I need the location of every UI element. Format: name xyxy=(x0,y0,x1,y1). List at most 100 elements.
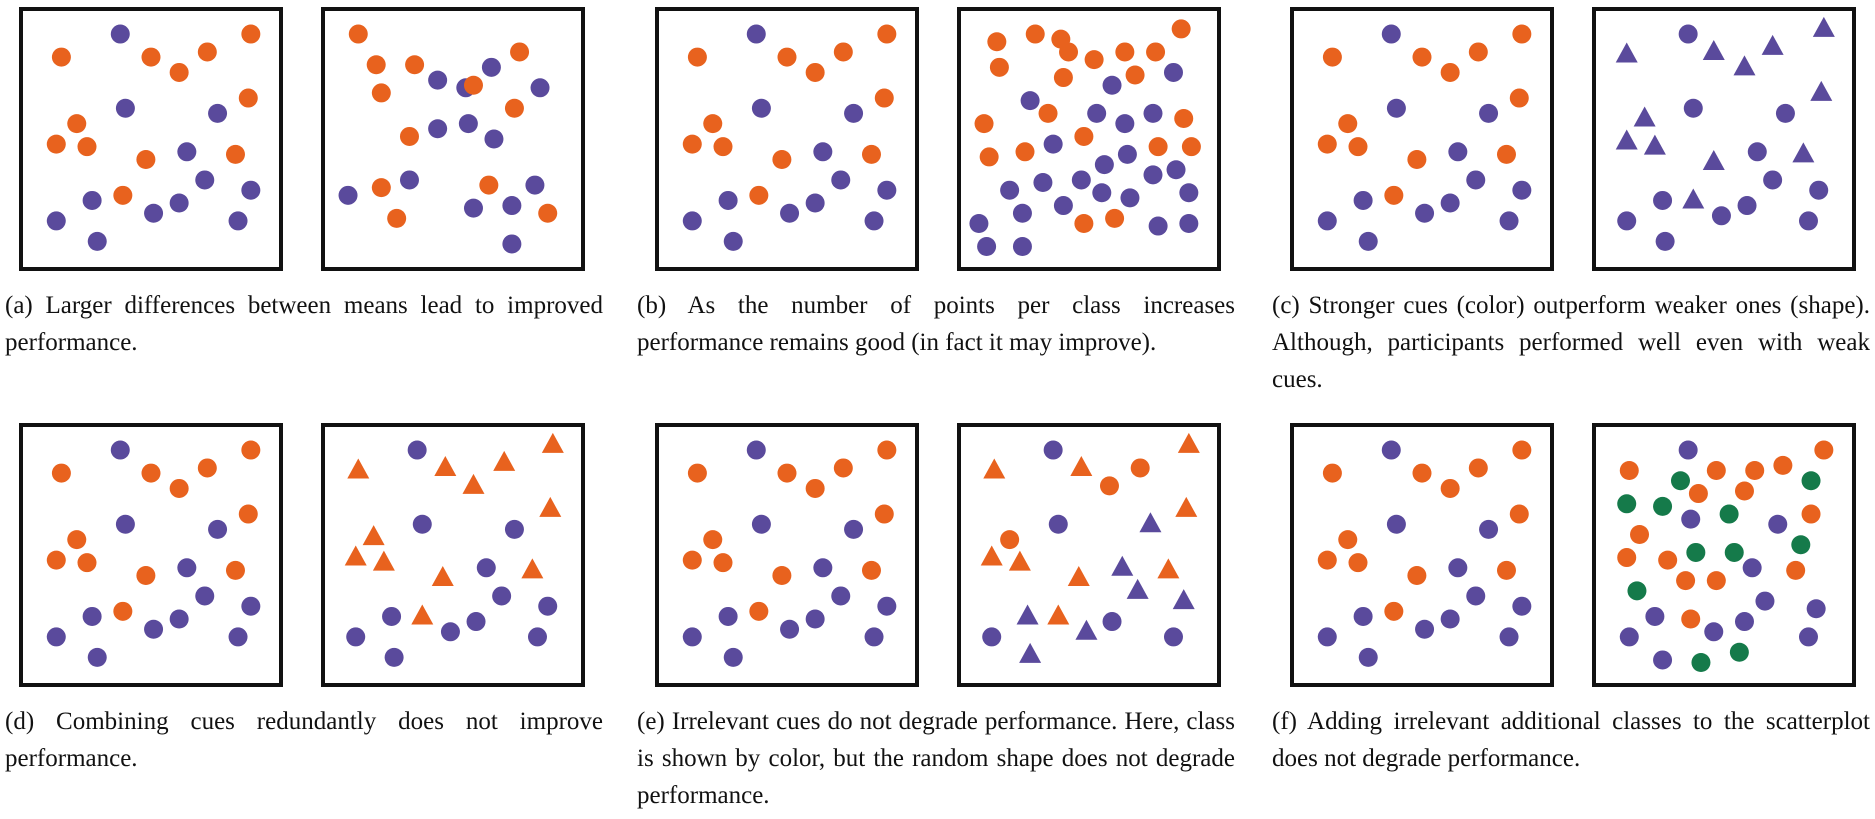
purple-circle-point xyxy=(1768,514,1788,534)
orange-circle-point xyxy=(241,440,261,460)
purple-circle-point xyxy=(1353,190,1373,210)
orange-circle-point xyxy=(1440,478,1460,498)
purple-circle-point xyxy=(502,196,522,216)
subfigure-a: (a) Larger differences between means lea… xyxy=(0,7,603,356)
orange-circle-point xyxy=(504,98,524,118)
purple-circle-point xyxy=(1678,440,1698,460)
orange-circle-point xyxy=(805,478,825,498)
green-circle-point xyxy=(1686,542,1706,562)
scatter-canvas xyxy=(980,432,1200,663)
orange-circle-point xyxy=(877,440,897,460)
orange-circle-point xyxy=(77,553,97,573)
orange-circle-point xyxy=(713,137,733,157)
orange-circle-point xyxy=(136,149,156,169)
orange-circle-point xyxy=(777,47,797,67)
purple-circle-point xyxy=(527,627,547,647)
orange-circle-point xyxy=(113,185,133,205)
purple-circle-point xyxy=(466,612,486,632)
purple-circle-point xyxy=(504,519,524,539)
purple-circle-point xyxy=(1115,114,1135,134)
orange-triangle-point xyxy=(1047,604,1070,625)
purple-circle-point xyxy=(1742,558,1762,578)
orange-circle-point xyxy=(371,178,391,198)
purple-circle-point xyxy=(1386,98,1406,118)
orange-triangle-point xyxy=(1157,558,1180,579)
purple-circle-point xyxy=(1755,591,1775,611)
subfigure-f: (f) Adding irrelevant additional classes… xyxy=(1271,423,1871,772)
purple-circle-point xyxy=(208,519,228,539)
orange-circle-point xyxy=(1146,42,1166,62)
orange-circle-point xyxy=(1084,50,1104,70)
orange-circle-point xyxy=(1348,137,1368,157)
purple-circle-point xyxy=(751,98,771,118)
purple-circle-point xyxy=(1094,155,1114,175)
orange-circle-point xyxy=(974,114,994,134)
purple-circle-point xyxy=(780,619,800,639)
orange-circle-point xyxy=(1412,463,1432,483)
purple-triangle-point xyxy=(1172,589,1195,610)
orange-triangle-point xyxy=(411,604,434,625)
scatter-canvas xyxy=(1617,440,1834,673)
orange-circle-point xyxy=(1814,440,1834,460)
purple-circle-point xyxy=(144,619,164,639)
scatterplot-b-left xyxy=(655,7,919,271)
purple-circle-point xyxy=(1617,211,1637,231)
purple-circle-point xyxy=(718,190,738,210)
purple-circle-point xyxy=(1071,170,1091,190)
purple-circle-point xyxy=(1048,514,1068,534)
orange-circle-point xyxy=(1630,525,1650,545)
purple-triangle-point xyxy=(1733,55,1756,76)
purple-circle-point xyxy=(1317,627,1337,647)
purple-circle-point xyxy=(844,519,864,539)
orange-circle-point xyxy=(238,504,258,524)
purple-circle-point xyxy=(751,514,771,534)
purple-circle-point xyxy=(169,193,189,213)
orange-circle-point xyxy=(510,42,530,62)
purple-triangle-point xyxy=(1111,555,1134,576)
orange-circle-point xyxy=(805,62,825,82)
orange-circle-point xyxy=(1130,458,1150,478)
orange-circle-point xyxy=(1412,47,1432,67)
orange-circle-point xyxy=(1148,137,1168,157)
purple-circle-point xyxy=(476,558,496,578)
purple-circle-point xyxy=(1092,183,1112,203)
orange-circle-point xyxy=(833,458,853,478)
orange-circle-point xyxy=(1322,463,1342,483)
scatterplot-a-left xyxy=(19,7,283,271)
purple-triangle-point xyxy=(1810,80,1833,101)
purple-circle-point xyxy=(82,190,102,210)
purple-circle-point xyxy=(492,586,512,606)
orange-circle-point xyxy=(713,553,733,573)
orange-triangle-point xyxy=(362,525,385,546)
purple-circle-point xyxy=(844,103,864,123)
purple-circle-point xyxy=(1053,196,1073,216)
purple-circle-point xyxy=(977,237,997,257)
orange-circle-point xyxy=(1468,42,1488,62)
purple-circle-point xyxy=(428,119,448,139)
orange-circle-point xyxy=(538,203,558,223)
scatterplot-a-right xyxy=(321,7,585,271)
purple-circle-point xyxy=(877,180,897,200)
purple-circle-point xyxy=(805,193,825,213)
purple-circle-point xyxy=(1163,627,1183,647)
scatterplot-c-right xyxy=(1592,7,1856,271)
orange-circle-point xyxy=(1053,68,1073,88)
orange-circle-point xyxy=(861,560,881,580)
purple-triangle-point xyxy=(1019,642,1042,663)
purple-triangle-point xyxy=(1016,604,1039,625)
purple-circle-point xyxy=(1747,142,1767,162)
purple-circle-point xyxy=(1179,213,1199,233)
orange-circle-point xyxy=(1734,481,1754,501)
purple-triangle-point xyxy=(1812,16,1835,37)
orange-triangle-point xyxy=(462,473,485,494)
purple-circle-point xyxy=(1440,609,1460,629)
orange-circle-point xyxy=(1038,103,1058,123)
purple-circle-point xyxy=(813,558,833,578)
orange-circle-point xyxy=(1115,42,1135,62)
purple-circle-point xyxy=(525,175,545,195)
orange-circle-point xyxy=(877,24,897,44)
purple-circle-point xyxy=(746,440,766,460)
orange-circle-point xyxy=(1617,548,1637,568)
purple-circle-point xyxy=(110,24,130,44)
caption-b: (b) As the number of points per class in… xyxy=(637,292,1235,356)
